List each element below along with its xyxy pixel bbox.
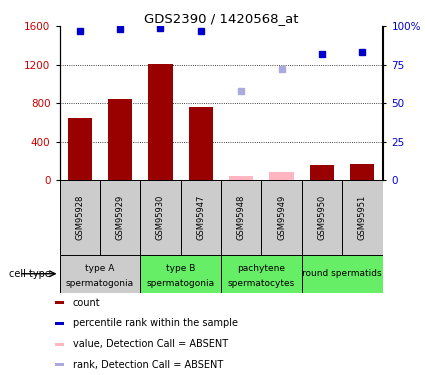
Text: spermatogonia: spermatogonia	[66, 279, 134, 288]
Text: GSM95949: GSM95949	[277, 195, 286, 240]
Bar	[342, 180, 382, 255]
Bar	[108, 99, 132, 180]
Bar	[189, 107, 213, 180]
Text: GSM95947: GSM95947	[196, 195, 205, 240]
Bar	[55, 363, 64, 366]
Bar	[60, 255, 140, 292]
Text: spermatogonia: spermatogonia	[147, 279, 215, 288]
Text: value, Detection Call = ABSENT: value, Detection Call = ABSENT	[73, 339, 228, 349]
Bar	[181, 180, 221, 255]
Bar	[221, 180, 261, 255]
Text: cell type: cell type	[9, 269, 51, 279]
Bar	[140, 180, 181, 255]
Bar	[310, 165, 334, 180]
Text: count: count	[73, 298, 100, 308]
Bar	[68, 117, 92, 180]
Bar	[55, 302, 64, 304]
Bar	[55, 343, 64, 345]
Bar	[140, 255, 221, 292]
Text: GSM95948: GSM95948	[237, 195, 246, 240]
Text: type A: type A	[85, 264, 115, 273]
Bar	[350, 164, 374, 180]
Bar	[229, 176, 253, 180]
Text: GSM95928: GSM95928	[75, 195, 84, 240]
Bar	[302, 255, 382, 292]
Bar	[100, 180, 140, 255]
Text: type B: type B	[166, 264, 196, 273]
Bar	[221, 255, 302, 292]
Text: pachytene: pachytene	[238, 264, 285, 273]
Text: GSM95929: GSM95929	[116, 195, 125, 240]
Bar	[269, 172, 294, 180]
Text: GSM95950: GSM95950	[317, 195, 326, 240]
Title: GDS2390 / 1420568_at: GDS2390 / 1420568_at	[144, 12, 298, 25]
Bar	[55, 322, 64, 325]
Bar	[148, 64, 173, 180]
Bar	[261, 180, 302, 255]
Text: percentile rank within the sample: percentile rank within the sample	[73, 318, 238, 328]
Text: round spermatids: round spermatids	[302, 269, 382, 278]
Text: rank, Detection Call = ABSENT: rank, Detection Call = ABSENT	[73, 360, 223, 370]
Text: GSM95930: GSM95930	[156, 195, 165, 240]
Bar	[60, 180, 100, 255]
Text: spermatocytes: spermatocytes	[228, 279, 295, 288]
Bar	[302, 180, 342, 255]
Text: GSM95951: GSM95951	[358, 195, 367, 240]
